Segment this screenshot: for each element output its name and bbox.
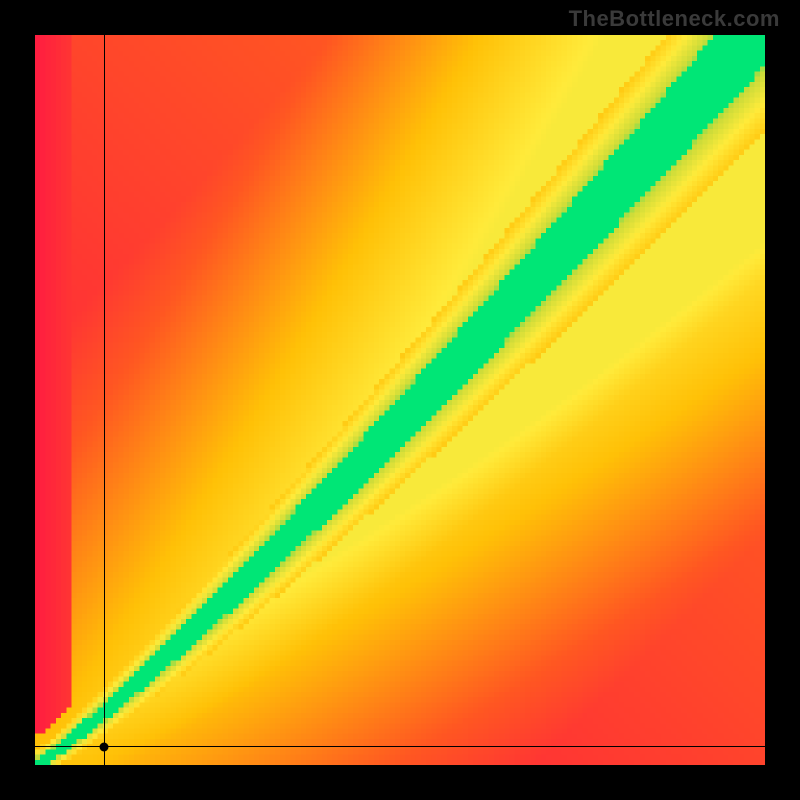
heatmap-plot-area xyxy=(35,35,765,765)
watermark-text: TheBottleneck.com xyxy=(569,6,780,32)
crosshair-marker-dot xyxy=(100,742,109,751)
bottleneck-heatmap xyxy=(35,35,765,765)
crosshair-vertical-line xyxy=(104,35,105,765)
crosshair-horizontal-line xyxy=(35,746,765,747)
